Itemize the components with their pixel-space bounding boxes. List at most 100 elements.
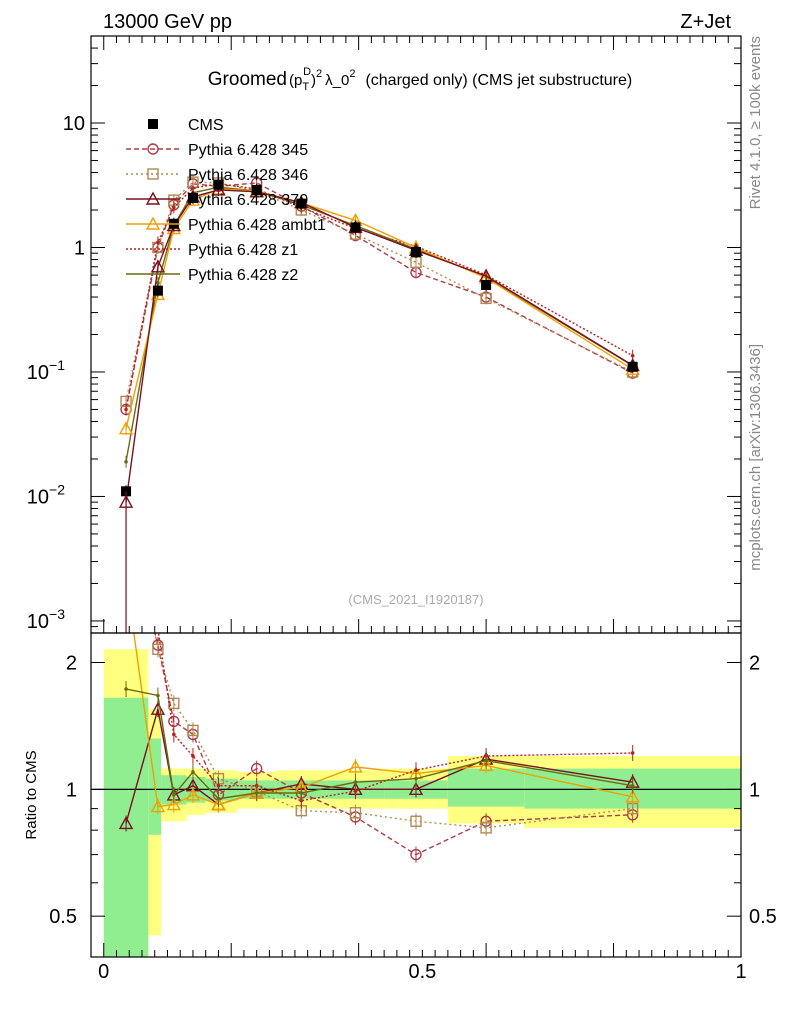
series-line [125,189,634,503]
ratio-y-label: Ratio to CMS [23,750,40,839]
ratio-frame [90,632,742,958]
ratio-point [414,768,418,773]
title-prefix: Groomed [208,69,287,90]
legend-entry: Pythia 6.428 z1 [126,242,298,259]
data-point [411,246,421,257]
ratio-point [187,724,199,737]
plot-title: Groomed (pTD)2 λ_02 (charged only) (CMS jet… [208,66,632,93]
tick-exponent: −3 [49,606,65,622]
ratio-y-tick-label: 1 [66,779,77,801]
ratio-point [410,848,422,861]
ratio-bands [103,649,741,957]
tick-base: 10 [27,486,49,508]
data-point [156,240,160,245]
data-point [627,361,638,372]
x-tick-label: 0 [98,961,109,983]
ratio-point [484,758,488,763]
legend-entry: Pythia 6.428 370 [126,191,308,209]
title-lambda: λ_0 [325,72,349,89]
ratio-point [630,783,635,788]
legend-entry: Pythia 6.428 ambt1 [126,216,326,234]
data-point [350,222,361,233]
title-sub-t: T [302,81,309,93]
ratio-point [414,776,418,781]
legend-marker [147,143,159,155]
tick-exponent: −1 [49,357,65,373]
data-point [172,205,176,210]
ratio-point [250,762,263,775]
title-sup-2a: 2 [316,68,322,80]
energy-label: 13000 GeV pp [103,11,232,33]
ratio-y-tick-label: 2 [66,653,77,675]
process-label: Z+Jet [680,11,731,33]
series-pythia-6-428-346 [120,176,639,408]
title-sup-d: D [303,66,311,78]
ratio-point [299,791,304,795]
ratio-point [211,797,226,811]
data-point [118,421,134,435]
ratio-point [124,687,128,691]
main-y-tick-label: 10−2 [27,481,65,508]
ratio-point [172,793,176,797]
legend-label: Pythia 6.428 346 [188,167,308,184]
ratio-point [152,643,164,655]
data-point [481,279,492,290]
legend-marker [145,191,161,205]
legend-marker [148,119,158,129]
ratio-line [154,633,633,829]
rivet-version-label: Rivet 4.1.0, ≥ 100k events [747,36,764,209]
ratio-point [185,787,201,801]
analysis-watermark: (CMS_2021_I1920187) [348,592,483,607]
data-point [296,198,307,209]
data-point [213,179,224,190]
ratio-point [478,757,494,772]
ratio-point [150,799,166,813]
ratio-point [172,732,176,737]
legend-label: CMS [188,117,224,134]
ratio-point [191,770,195,774]
data-point [630,353,635,358]
series-cms [121,178,638,498]
ratio-point [353,780,358,784]
ratio-y-tick-label-right: 0.5 [749,906,777,928]
legend-label: Pythia 6.428 z2 [188,267,298,284]
x-tick-label: 0.5 [408,961,436,983]
legend-marker [145,216,161,230]
legend: CMS Pythia 6.428 345 Pythia 6.428 346 Pythi… [126,117,326,284]
data-point [124,459,128,464]
legend-label: Pythia 6.428 345 [188,142,308,159]
data-point [152,285,163,296]
legend-entry: CMS [148,117,224,134]
band-inner-9 [447,768,525,807]
data-point [480,292,492,305]
title-sup-2b: 2 [349,68,355,80]
main-y-tick-label: 10−1 [27,357,65,384]
ratio-y-tick-label: 0.5 [49,906,77,928]
data-point [251,184,262,195]
legend-label: Pythia 6.428 ambt1 [188,217,326,234]
ratio-series-group [118,633,640,863]
legend-entry: Pythia 6.428 346 [126,167,308,184]
legend-label: Pythia 6.428 z1 [188,242,298,259]
ratio-panel-series [91,633,741,863]
ratio-point [625,789,640,803]
mcplots-label: mcplots.cern.ch [arXiv:1306.3436] [747,344,764,571]
legend-entry: Pythia 6.428 345 [126,142,308,159]
ratio-y-tick-label-right: 2 [749,653,760,675]
data-point [187,192,198,203]
ratio-point [216,783,221,788]
main-y-tick-label: 1 [74,237,85,259]
ratio-point [348,759,363,773]
ratio-point [168,697,180,710]
tick-base: 10 [27,611,49,633]
ratio-point [150,701,166,715]
series-pythia-6-428-345 [120,176,639,416]
ratio-point [156,693,160,698]
ratio-point [480,822,492,834]
ratio-point [191,754,195,758]
data-point [150,259,166,273]
series-line [125,182,634,410]
tick-base: 10 [27,362,49,384]
